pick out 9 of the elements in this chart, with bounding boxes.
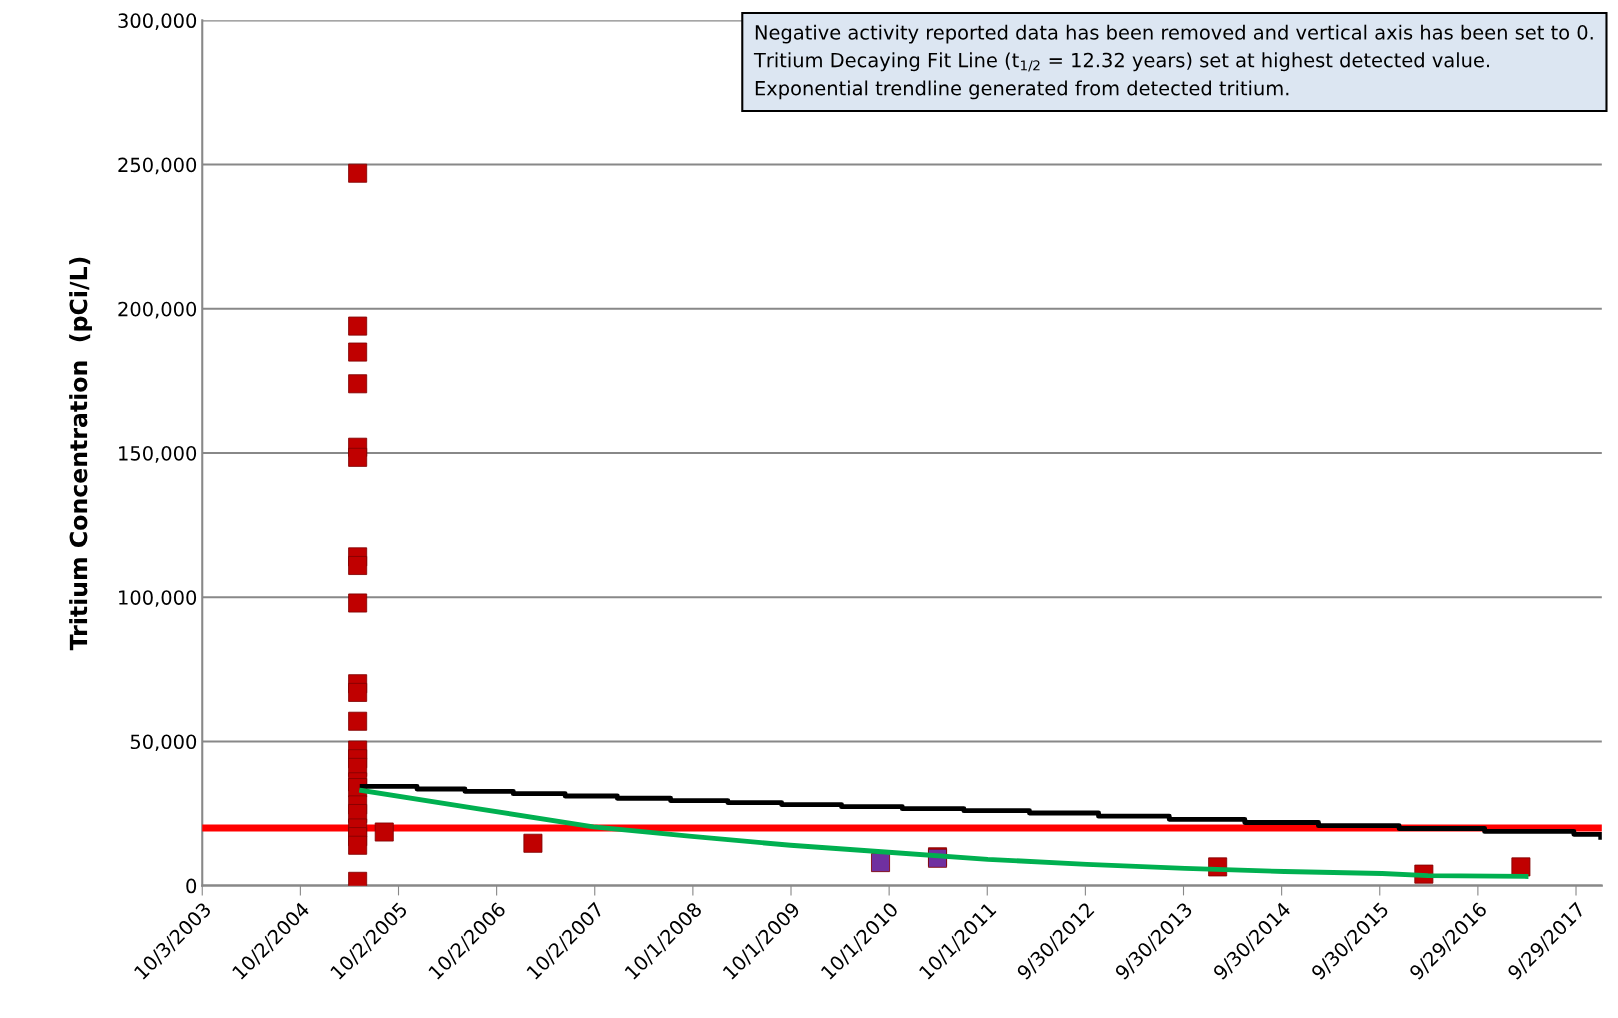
y-tick-label: 250,000 bbox=[118, 157, 197, 175]
y-tick-label: 0 bbox=[186, 878, 197, 894]
annotation: Negative activity reported data has been removed and vertical axis has been set to 0. Tritium Decaying Fit Line (t$_{1/2}$ = 12.32 years) set at highest detected value. Exponential trendline generated from detected tritium. bbox=[753, 24, 1593, 100]
y-tick-label: 50,000 bbox=[130, 734, 197, 752]
y-tick-label: 200,000 bbox=[118, 301, 197, 319]
y-tick-label: 150,000 bbox=[119, 445, 197, 463]
y-tick-label: 100,000 bbox=[119, 590, 197, 607]
y-tick-label: 300,000 bbox=[118, 13, 197, 31]
y-axis-title: Tritium Concentration (pCi/L) bbox=[69, 257, 92, 651]
